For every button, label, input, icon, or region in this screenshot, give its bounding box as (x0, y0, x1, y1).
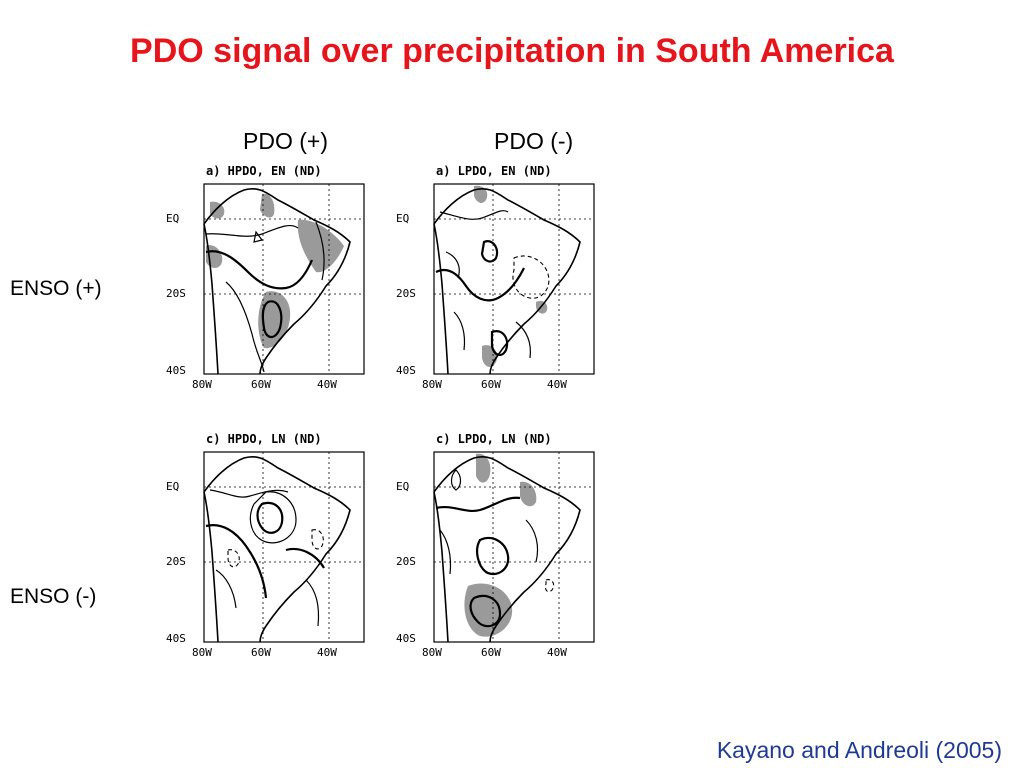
contour-line (227, 549, 240, 568)
lon-tick-label: 80W (192, 646, 212, 659)
map-panel-lpdo-en: a) LPDO, EN (ND) EQ 20S 40S 80W 60W 40W (396, 162, 606, 402)
contour-line (249, 491, 297, 544)
contour-line (480, 240, 499, 263)
contour-line (225, 281, 265, 373)
contour-line (205, 250, 314, 290)
lat-tick-label: EQ (396, 480, 409, 493)
citation: Kayano and Andreoli (2005) (716, 737, 1002, 763)
lat-tick-label: 40S (396, 364, 416, 377)
map-area (203, 451, 365, 643)
contour-line (490, 330, 509, 356)
contour-line (256, 501, 284, 534)
lon-tick-label: 60W (481, 378, 501, 391)
lat-tick-label: 40S (166, 632, 186, 645)
panel-title: a) LPDO, EN (ND) (436, 164, 552, 178)
contour-line (544, 579, 555, 593)
map-area (433, 451, 595, 643)
lat-tick-label: EQ (396, 212, 409, 225)
column-label-pdo-positive: PDO (+) (243, 128, 328, 154)
contour-line (305, 579, 320, 627)
contour-line (469, 594, 502, 628)
coastline (433, 455, 581, 643)
lon-tick-label: 60W (251, 646, 271, 659)
slide-title: PDO signal over precipitation in South A… (130, 32, 894, 70)
lon-tick-label: 80W (422, 378, 442, 391)
column-label-pdo-negative: PDO (-) (494, 128, 574, 154)
map-panel-lpdo-ln: c) LPDO, LN (ND) EQ 20S 40S 80W 60W 40W (396, 430, 606, 670)
coastline (203, 187, 351, 375)
lon-tick-label: 40W (317, 646, 337, 659)
contour-line (215, 569, 237, 609)
contour-line (515, 321, 531, 359)
contour-line (311, 529, 324, 550)
map-panel-hpdo-en: a) HPDO, EN (ND) EQ 20S 40S 80W 60W 40W (166, 162, 376, 402)
contour-line (315, 221, 325, 281)
significance-shading (297, 219, 344, 273)
contour-line (525, 519, 539, 563)
lat-tick-label: 40S (396, 632, 416, 645)
lon-tick-label: 60W (481, 646, 501, 659)
contour-line (445, 251, 460, 279)
lon-tick-label: 80W (192, 378, 212, 391)
lat-tick-label: 20S (396, 555, 416, 568)
map-area (203, 183, 365, 375)
lon-tick-label: 40W (547, 646, 567, 659)
contour-line (439, 210, 509, 220)
lat-tick-label: EQ (166, 480, 179, 493)
panel-title: c) LPDO, LN (ND) (436, 432, 552, 446)
contour-line (476, 536, 510, 576)
lat-tick-label: EQ (166, 212, 179, 225)
significance-shading (476, 453, 491, 483)
map-panel-hpdo-ln: c) HPDO, LN (ND) EQ 20S 40S 80W 60W 40W (166, 430, 376, 670)
lon-tick-label: 80W (422, 646, 442, 659)
contour-line (435, 496, 521, 512)
row-label-enso-positive: ENSO (+) (10, 277, 102, 300)
contour-line (453, 311, 466, 351)
lon-tick-label: 60W (251, 378, 271, 391)
panel-title: c) HPDO, LN (ND) (206, 432, 322, 446)
contour-line (205, 524, 268, 599)
lat-tick-label: 20S (166, 287, 186, 300)
contour-line (285, 547, 325, 569)
contour-line (512, 255, 550, 299)
coastline (203, 455, 351, 643)
panel-title: a) HPDO, EN (ND) (206, 164, 322, 178)
lon-tick-label: 40W (317, 378, 337, 391)
contour-line (261, 300, 283, 339)
contour-line (253, 230, 264, 243)
lat-tick-label: 40S (166, 364, 186, 377)
contour-line (439, 529, 452, 575)
contour-line (209, 489, 289, 498)
significance-shading (520, 481, 537, 507)
contour-line (205, 224, 299, 237)
contour-line (450, 469, 462, 491)
row-label-enso-negative: ENSO (-) (10, 585, 97, 608)
coastline (433, 187, 581, 375)
map-area (433, 183, 595, 375)
contour-line (435, 267, 525, 302)
lat-tick-label: 20S (396, 287, 416, 300)
significance-shading (482, 345, 498, 367)
lat-tick-label: 20S (166, 555, 186, 568)
significance-shading (260, 193, 275, 218)
lon-tick-label: 40W (547, 378, 567, 391)
